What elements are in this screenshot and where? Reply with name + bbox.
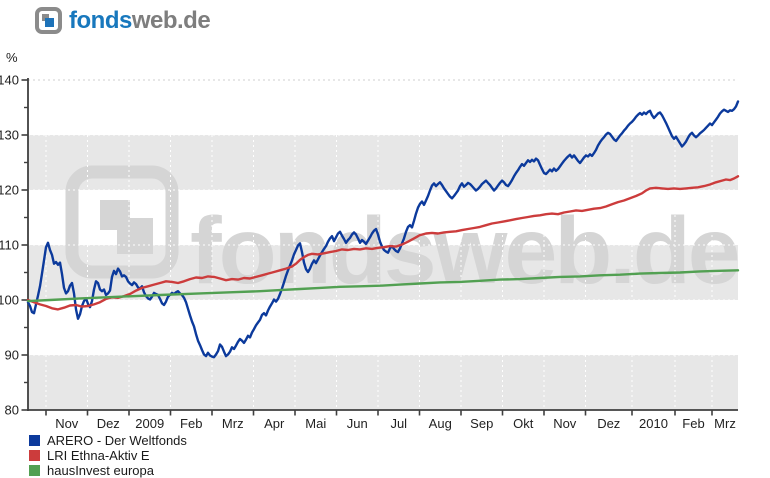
x-tick-label: Sep [470, 416, 493, 431]
logo-blue-square [45, 18, 54, 27]
x-tick-label: Jun [347, 416, 368, 431]
series-lines [26, 100, 740, 359]
legend-item-arero: ARERO - Der Weltfonds [29, 433, 187, 448]
x-tick-label: Aug [429, 416, 452, 431]
y-tick-label: 130 [0, 128, 19, 143]
watermark-text: fondsweb.de [190, 198, 738, 304]
x-tick-label: Dez [97, 416, 120, 431]
y-axis: 80 90 100 110 120 130 140 [0, 73, 28, 418]
x-tick-label: Apr [264, 416, 285, 431]
chart-legend: ARERO - Der Weltfonds LRI Ethna-Aktiv E … [29, 433, 187, 478]
legend-label-hausinvest: hausInvest europa [47, 463, 154, 478]
legend-label-lri-ethna: LRI Ethna-Aktiv E [47, 448, 150, 463]
y-axis-unit-label: % [6, 50, 18, 65]
x-tick-label: Feb [180, 416, 202, 431]
gridlines [28, 79, 738, 410]
x-tick-label: 2010 [639, 416, 668, 431]
y-tick-label: 90 [5, 348, 19, 363]
x-tick-label: Okt [513, 416, 534, 431]
x-tick-label: Feb [682, 416, 704, 431]
x-tick-label: Mrz [714, 416, 736, 431]
x-tick-label: 2009 [135, 416, 164, 431]
header: fondsweb.de [0, 0, 770, 46]
logo-gray-square [42, 14, 49, 21]
y-tick-label: 140 [0, 73, 19, 88]
x-axis: Nov Dez 2009 Feb Mrz Apr Mai Jun Jul Aug Sep Okt Nov… [45, 410, 736, 431]
x-tick-label: Mai [305, 416, 326, 431]
legend-swatch-arero [29, 435, 40, 446]
x-tick-label: Nov [553, 416, 577, 431]
series-line-lri-ethna-aktiv-e [26, 175, 740, 311]
logo-text-fonds: fonds [69, 7, 132, 34]
gray-bands [28, 135, 738, 410]
legend-label-arero: ARERO - Der Weltfonds [47, 433, 187, 448]
fondsweb-logo[interactable]: fondsweb.de [35, 7, 211, 34]
legend-swatch-lri-ethna [29, 450, 40, 461]
fondsweb-logo-icon [35, 7, 62, 34]
y-tick-label: 100 [0, 293, 19, 308]
series-line-hausinvest-europa [26, 269, 740, 303]
y-tick-label: 110 [0, 238, 19, 253]
x-tick-label: Dez [597, 416, 620, 431]
legend-item-lri-ethna: LRI Ethna-Aktiv E [29, 448, 187, 463]
logo-text-webde: web.de [131, 7, 211, 34]
x-tick-label: Mrz [222, 416, 244, 431]
y-tick-label: 80 [5, 403, 19, 418]
logo-text: fondsweb.de [69, 7, 211, 34]
x-tick-label: Nov [55, 416, 79, 431]
watermark-logo-icon [65, 165, 179, 279]
legend-item-hausinvest: hausInvest europa [29, 463, 187, 478]
y-tick-label: 120 [0, 183, 19, 198]
x-tick-label: Jul [390, 416, 407, 431]
legend-swatch-hausinvest [29, 465, 40, 476]
